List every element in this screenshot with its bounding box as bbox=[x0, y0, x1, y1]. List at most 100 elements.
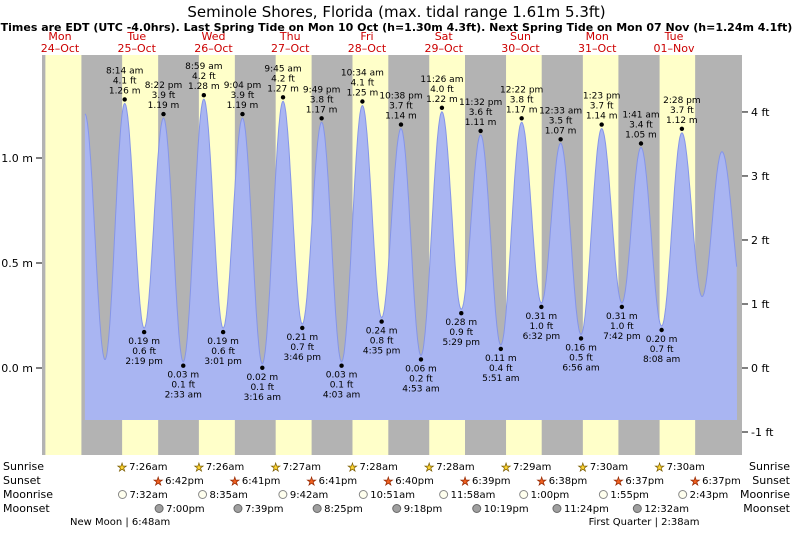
low-tide-time: 3:16 am bbox=[244, 393, 281, 403]
low-tide-time: 3:46 pm bbox=[283, 353, 321, 363]
low-tide-marker bbox=[659, 327, 664, 333]
high-tide-feet: 3.4 ft bbox=[629, 121, 653, 131]
day-label-date: 24–Oct bbox=[41, 42, 80, 55]
low-tide-meters: 0.02 m bbox=[246, 373, 278, 383]
high-tide-feet: 3.7 ft bbox=[389, 102, 413, 112]
low-tide-feet: 0.7 ft bbox=[290, 343, 314, 353]
high-tide-feet: 4.0 ft bbox=[430, 85, 454, 95]
high-tide-feet: 3.9 ft bbox=[152, 91, 176, 101]
low-tide-time: 3:01 pm bbox=[204, 357, 242, 367]
low-tide-marker bbox=[498, 346, 504, 352]
moon-phase-note: First Quarter | 2:38am bbox=[589, 517, 700, 528]
sunrise-icon: ★ bbox=[424, 461, 434, 474]
day-label-date: 31–Oct bbox=[578, 42, 617, 55]
y-axis-left-label: 0.0 m bbox=[1, 362, 33, 375]
high-tide-meters: 1.19 m bbox=[148, 101, 180, 111]
high-tide-marker bbox=[599, 122, 604, 127]
y-axis-left-label: 1.0 m bbox=[1, 152, 33, 165]
low-tide-marker bbox=[459, 311, 464, 316]
low-tide-marker bbox=[379, 319, 384, 324]
daylight-band bbox=[45, 55, 82, 455]
high-tide-time: 9:49 pm bbox=[303, 85, 341, 95]
low-tide-marker bbox=[619, 304, 625, 310]
sunset-time: 6:37pm bbox=[702, 476, 741, 487]
sunset-time: 6:38pm bbox=[549, 476, 588, 487]
low-tide-marker bbox=[141, 329, 147, 335]
day-label-weekday: Thu bbox=[279, 30, 301, 43]
low-tide-meters: 0.31 m bbox=[606, 312, 638, 322]
sunset-icon: ★ bbox=[613, 475, 623, 488]
sunrise-icon: ★ bbox=[655, 461, 665, 474]
high-tide-marker bbox=[679, 126, 685, 131]
high-tide-marker bbox=[360, 99, 365, 104]
sunrise-icon: ★ bbox=[271, 461, 281, 474]
day-label-weekday: Wed bbox=[201, 30, 225, 43]
high-tide-meters: 1.11 m bbox=[465, 118, 497, 128]
low-tide-meters: 0.11 m bbox=[485, 354, 517, 364]
high-tide-meters: 1.17 m bbox=[306, 105, 338, 115]
low-tide-meters: 0.03 m bbox=[167, 371, 199, 381]
high-tide-feet: 3.7 ft bbox=[670, 106, 694, 116]
moonset-icon bbox=[154, 504, 164, 513]
moonset-icon bbox=[233, 504, 243, 513]
low-tide-meters: 0.06 m bbox=[405, 364, 437, 374]
high-tide-meters: 1.27 m bbox=[267, 84, 299, 94]
sunrise-time: 7:29am bbox=[513, 462, 551, 473]
sunrise-time: 7:30am bbox=[590, 462, 628, 473]
low-tide-time: 4:03 am bbox=[323, 391, 360, 401]
sunrise-icon: ★ bbox=[578, 461, 588, 474]
sunrise-icon: ★ bbox=[501, 461, 511, 474]
sunset-time: 6:39pm bbox=[472, 476, 511, 487]
high-tide-time: 8:22 pm bbox=[145, 81, 183, 91]
low-tide-meters: 0.24 m bbox=[366, 327, 398, 337]
moonset-time: 10:19pm bbox=[484, 504, 529, 515]
sunrise-icon: ★ bbox=[348, 461, 358, 474]
astro-row-label-left: Moonset bbox=[3, 502, 50, 515]
y-axis-right-label: 3 ft bbox=[751, 170, 770, 183]
day-label-weekday: Sat bbox=[435, 30, 454, 43]
high-tide-marker bbox=[439, 105, 445, 111]
low-tide-meters: 0.19 m bbox=[207, 337, 239, 347]
moonrise-icon bbox=[439, 490, 449, 499]
low-tide-marker bbox=[220, 329, 226, 335]
low-tide-meters: 0.31 m bbox=[526, 312, 558, 322]
high-tide-time: 10:38 pm bbox=[379, 92, 422, 102]
day-label-weekday: Tue bbox=[664, 30, 684, 43]
moonset-time: 9:18pm bbox=[404, 504, 443, 515]
low-tide-marker bbox=[181, 363, 186, 368]
moonset-time: 11:24pm bbox=[564, 504, 609, 515]
low-tide-feet: 0.7 ft bbox=[650, 345, 674, 355]
y-axis-right-label: 0 ft bbox=[751, 362, 770, 375]
moonrise-time: 1:55pm bbox=[610, 490, 649, 501]
y-axis-right-label: 4 ft bbox=[751, 106, 770, 119]
y-axis-right-label: -1 ft bbox=[751, 426, 774, 439]
day-label-weekday: Tue bbox=[126, 30, 146, 43]
high-tide-meters: 1.26 m bbox=[109, 86, 141, 96]
low-tide-meters: 0.16 m bbox=[565, 343, 597, 353]
high-tide-marker bbox=[122, 97, 127, 102]
moonrise-time: 11:58am bbox=[451, 490, 496, 501]
sunrise-time: 7:28am bbox=[359, 462, 397, 473]
sunset-icon: ★ bbox=[153, 475, 163, 488]
high-tide-time: 12:33 am bbox=[539, 106, 582, 116]
day-label-date: 29–Oct bbox=[424, 42, 463, 55]
moonrise-time: 10:51am bbox=[370, 490, 415, 501]
sunrise-time: 7:27am bbox=[283, 462, 321, 473]
high-tide-feet: 4.2 ft bbox=[271, 74, 295, 84]
low-tide-time: 2:33 am bbox=[165, 391, 202, 401]
low-tide-marker bbox=[418, 357, 424, 362]
low-tide-feet: 0.2 ft bbox=[409, 374, 433, 384]
low-tide-meters: 0.19 m bbox=[128, 337, 160, 347]
day-label-date: 27–Oct bbox=[271, 42, 310, 55]
tide-curve-line bbox=[84, 98, 738, 365]
high-tide-time: 8:14 am bbox=[106, 66, 143, 76]
high-tide-time: 1:23 pm bbox=[583, 92, 621, 102]
low-tide-feet: 0.6 ft bbox=[132, 347, 156, 357]
moonrise-icon bbox=[678, 490, 688, 499]
high-tide-feet: 4.1 ft bbox=[113, 76, 137, 86]
high-tide-time: 11:32 pm bbox=[459, 98, 502, 108]
moonrise-icon bbox=[358, 490, 368, 499]
day-label-weekday: Sun bbox=[510, 30, 531, 43]
sunset-time: 6:37pm bbox=[625, 476, 664, 487]
